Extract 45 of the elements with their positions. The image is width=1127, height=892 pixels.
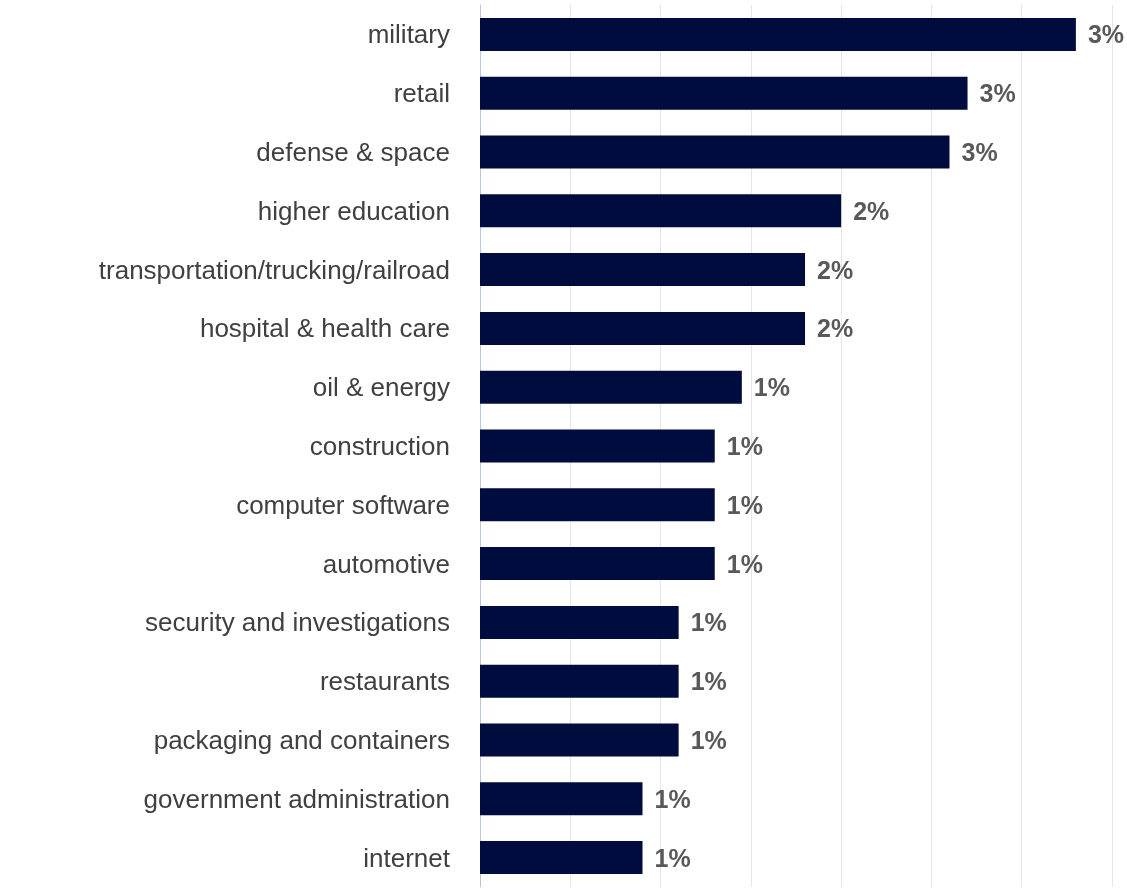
data-label: 3% <box>979 79 1016 108</box>
data-label: 2% <box>853 196 890 225</box>
data-label: 1% <box>753 373 790 402</box>
y-tick-label: higher education <box>257 195 450 226</box>
bar <box>480 76 968 110</box>
y-tick-label: retail <box>393 78 450 109</box>
y-tick-label: military <box>367 19 450 50</box>
data-label: 3% <box>1087 20 1125 49</box>
y-tick-label: government administration <box>143 783 450 814</box>
data-label: 1% <box>690 608 727 637</box>
bar <box>480 17 1076 51</box>
bar <box>480 547 715 581</box>
y-tick-label: defense & space <box>256 137 450 167</box>
bar <box>480 664 679 698</box>
data-label: 3% <box>961 138 998 166</box>
data-label: 2% <box>817 314 854 343</box>
y-tick-label: computer software <box>236 489 450 520</box>
data-label: 1% <box>690 726 727 754</box>
y-tick-label: hospital & health care <box>199 313 450 344</box>
bar <box>480 135 950 169</box>
bar <box>480 194 842 228</box>
y-tick-label: oil & energy <box>312 372 450 403</box>
bar <box>480 605 679 639</box>
y-tick-label: packaging and containers <box>153 725 450 755</box>
data-label: 1% <box>654 784 691 813</box>
data-label: 1% <box>726 549 763 578</box>
data-label: 1% <box>690 667 727 696</box>
y-tick-label: transportation/trucking/railroad <box>98 254 450 285</box>
bar <box>480 488 715 522</box>
y-tick-label: internet <box>363 842 451 873</box>
bar <box>480 253 806 287</box>
bar <box>480 841 643 875</box>
y-tick-label: automotive <box>322 548 450 579</box>
data-label: 1% <box>726 432 763 460</box>
data-label: 2% <box>817 255 854 284</box>
bar <box>480 723 679 757</box>
data-label: 1% <box>726 490 763 519</box>
bar <box>480 782 643 816</box>
bar <box>480 311 806 345</box>
y-tick-label: security and investigations <box>145 607 450 638</box>
bar <box>480 429 715 463</box>
y-tick-label: construction <box>309 431 450 461</box>
y-tick-label: restaurants <box>319 666 450 697</box>
data-label: 1% <box>654 843 691 872</box>
bar <box>480 370 742 404</box>
